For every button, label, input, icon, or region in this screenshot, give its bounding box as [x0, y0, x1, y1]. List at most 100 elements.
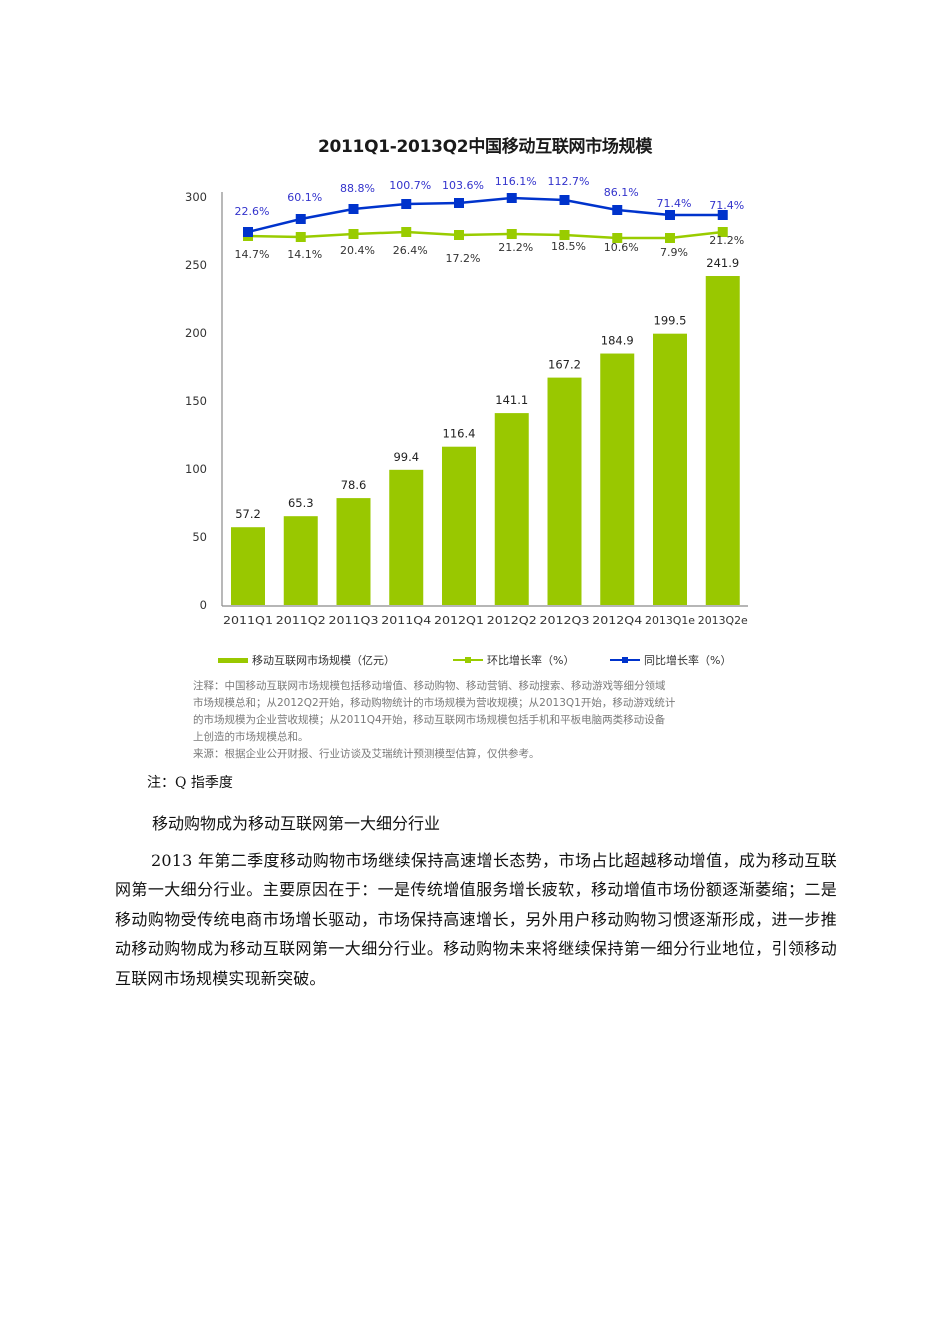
legend-item-yoy: 同比增长率（%） — [610, 652, 731, 668]
bar-value-label: 241.9 — [706, 256, 739, 270]
yoy-marker — [295, 214, 306, 224]
x-tick-label: 2013Q1e — [645, 614, 695, 627]
legend-label: 同比增长率（%） — [644, 654, 732, 667]
yoy-label: 22.6% — [235, 205, 270, 218]
bar-swatch-icon — [218, 657, 248, 663]
yoy-label: 116.1% — [495, 175, 537, 188]
yoy-marker — [243, 227, 253, 237]
quarter-note: 注：Q 指季度 — [147, 775, 233, 791]
y-tick-label: 200 — [185, 326, 207, 340]
yoy-marker — [665, 210, 675, 220]
bar — [705, 276, 740, 605]
body-paragraph: 2013 年第二季度移动购物市场继续保持高速增长态势，市场占比超越移动增值，成为… — [115, 851, 837, 988]
y-tick-label: 50 — [192, 530, 207, 544]
x-tick-label: 2012Q4 — [592, 614, 642, 627]
qoq-marker — [506, 229, 517, 239]
bar-value-label: 78.6 — [341, 478, 367, 492]
yoy-marker — [559, 195, 570, 205]
qoq-label: 18.5% — [551, 240, 586, 253]
bar — [547, 377, 582, 605]
legend-item-qoq: 环比增长率（%） — [453, 652, 574, 668]
qoq-label: 26.4% — [393, 244, 428, 257]
qoq-label: 17.2% — [446, 252, 481, 265]
y-tick-label: 300 — [185, 190, 207, 204]
y-tick-label: 0 — [200, 598, 207, 612]
yoy-growth-line: 22.6% 60.1% 88.8% 100.7% 103.6% 116.1% 112.7% 8… — [235, 175, 744, 237]
x-tick-label: 2013Q2e — [698, 614, 748, 627]
bar — [494, 413, 529, 605]
bar — [231, 527, 265, 605]
y-tick-label: 100 — [185, 462, 207, 476]
blue-line-marker-icon — [610, 654, 640, 666]
x-tick-label: 2012Q1 — [434, 614, 484, 627]
qoq-marker — [348, 229, 359, 239]
x-axis-labels: 2011Q1 2011Q2 2011Q3 2011Q4 2012Q1 2012Q2 2012… — [223, 614, 748, 627]
bar-value-label: 167.2 — [548, 358, 581, 372]
bar — [389, 469, 424, 605]
qoq-marker — [295, 232, 306, 242]
x-tick-label: 2011Q1 — [223, 614, 273, 627]
qoq-growth-line: 14.7% 14.1% 20.4% 26.4% 17.2% 21.2% 18.5% 10.6%… — [235, 227, 744, 265]
yoy-marker — [348, 204, 359, 214]
yoy-label: 112.7% — [548, 175, 590, 188]
yoy-label: 103.6% — [442, 179, 484, 192]
yoy-label: 88.8% — [340, 182, 375, 195]
bar — [442, 446, 476, 605]
yoy-path — [247, 196, 723, 234]
x-tick-label: 2011Q2 — [276, 614, 326, 627]
bar-value-label: 116.4 — [443, 427, 476, 441]
x-tick-label: 2012Q2 — [487, 614, 537, 627]
qoq-marker — [612, 233, 623, 243]
qoq-label: 20.4% — [340, 244, 375, 257]
qoq-label: 14.1% — [287, 248, 322, 261]
chart-legend: 移动互联网市场规模（亿元） 环比增长率（%） 同比增长率（%） — [218, 652, 778, 670]
qoq-marker — [665, 233, 675, 243]
chart-plot: 0 50 100 150 200 250 300 57.2 65.3 78.6 99.4 116.4… — [185, 175, 748, 627]
qoq-path — [247, 230, 723, 240]
bar-value-labels: 57.2 65.3 78.6 99.4 116.4 141.1 167.2 184.9 199.… — [235, 256, 739, 521]
bar-value-label: 184.9 — [601, 334, 634, 348]
bar — [283, 516, 318, 605]
chart-figure: 2011Q1-2013Q2中国移动互联网市场规模 0 50 100 150 200 250… — [185, 137, 793, 763]
yoy-marker — [717, 210, 728, 220]
qoq-label: 10.6% — [604, 241, 639, 254]
green-line-marker-icon — [453, 654, 483, 666]
bar-series — [231, 276, 740, 605]
note-line: 市场规模总和；从2012Q2开始，移动购物统计的市场规模为营收规模；从2013Q… — [193, 697, 676, 709]
x-tick-label: 2011Q3 — [329, 614, 379, 627]
y-tick-label: 150 — [185, 394, 207, 408]
x-tick-label: 2012Q3 — [540, 614, 590, 627]
note-line: 的市场规模为企业营收规模；从2011Q4开始，移动互联网市场规模包括手机和平板电… — [193, 714, 666, 726]
qoq-label: 21.2% — [709, 234, 744, 247]
section-heading: 移动购物成为移动互联网第一大细分行业 — [152, 814, 441, 833]
bar-value-label: 99.4 — [393, 450, 419, 464]
bar-value-label: 57.2 — [235, 507, 261, 521]
qoq-marker — [559, 230, 570, 240]
x-tick-label: 2011Q4 — [381, 614, 431, 627]
yoy-label: 86.1% — [604, 186, 639, 199]
qoq-label: 14.7% — [235, 248, 270, 261]
legend-label: 移动互联网市场规模（亿元） — [252, 654, 395, 667]
yoy-label: 100.7% — [389, 179, 431, 192]
yoy-marker — [612, 205, 623, 215]
qoq-marker — [717, 227, 728, 237]
yoy-label: 60.1% — [287, 191, 322, 204]
chart-notes: 注释：中国移动互联网市场规模包括移动增值、移动购物、移动营销、移动搜索、移动游戏… — [193, 678, 793, 763]
yoy-marker — [506, 193, 517, 203]
qoq-marker — [401, 227, 412, 237]
bar-value-label: 199.5 — [654, 314, 687, 328]
legend-item-market-size: 移动互联网市场规模（亿元） — [218, 652, 395, 668]
bar — [653, 333, 687, 605]
bar-value-label: 65.3 — [288, 496, 314, 510]
source-line: 来源：根据企业公开财报、行业访谈及艾瑞统计预测模型估算，仅供参考。 — [193, 748, 540, 760]
qoq-marker — [454, 230, 464, 240]
note-line: 上创造的市场规模总和。 — [193, 731, 309, 743]
y-axis-ticks: 0 50 100 150 200 250 300 — [185, 190, 207, 612]
bar — [600, 353, 635, 605]
qoq-label: 7.9% — [660, 246, 688, 259]
chart-title: 2011Q1-2013Q2中国移动互联网市场规模 — [317, 137, 653, 157]
yoy-label: 71.4% — [657, 197, 692, 210]
yoy-marker — [454, 198, 464, 208]
qoq-label: 21.2% — [498, 241, 533, 254]
yoy-marker — [401, 199, 412, 209]
